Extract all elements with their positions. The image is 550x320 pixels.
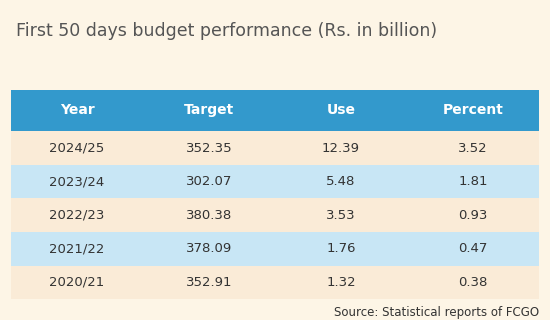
Text: 1.32: 1.32: [326, 276, 356, 289]
Bar: [11, 90, 143, 131]
Text: Percent: Percent: [443, 103, 503, 117]
Bar: [275, 198, 407, 232]
Bar: [275, 90, 407, 131]
Bar: [11, 165, 143, 198]
Bar: [407, 232, 539, 266]
Bar: [11, 266, 143, 299]
Text: Source: Statistical reports of FCGO: Source: Statistical reports of FCGO: [334, 306, 539, 319]
Text: 12.39: 12.39: [322, 141, 360, 155]
Text: 2022/23: 2022/23: [50, 209, 104, 222]
Text: 2023/24: 2023/24: [50, 175, 104, 188]
Text: Year: Year: [59, 103, 95, 117]
Bar: [275, 266, 407, 299]
Bar: [143, 131, 275, 165]
Bar: [11, 232, 143, 266]
Text: Target: Target: [184, 103, 234, 117]
Bar: [407, 131, 539, 165]
Text: 0.93: 0.93: [458, 209, 488, 222]
Text: 302.07: 302.07: [186, 175, 232, 188]
Text: 0.38: 0.38: [458, 276, 488, 289]
Text: 2020/21: 2020/21: [50, 276, 104, 289]
Bar: [407, 266, 539, 299]
Bar: [407, 165, 539, 198]
Bar: [11, 198, 143, 232]
Bar: [275, 232, 407, 266]
Text: 2024/25: 2024/25: [50, 141, 104, 155]
Bar: [407, 90, 539, 131]
Text: 378.09: 378.09: [186, 242, 232, 255]
Text: 3.53: 3.53: [326, 209, 356, 222]
Bar: [275, 165, 407, 198]
Text: 1.76: 1.76: [326, 242, 356, 255]
Bar: [143, 90, 275, 131]
Bar: [143, 198, 275, 232]
Bar: [275, 131, 407, 165]
Text: First 50 days budget performance (Rs. in billion): First 50 days budget performance (Rs. in…: [16, 22, 438, 40]
Text: 1.81: 1.81: [458, 175, 488, 188]
Bar: [143, 165, 275, 198]
Text: 2021/22: 2021/22: [50, 242, 104, 255]
Text: 3.52: 3.52: [458, 141, 488, 155]
Bar: [407, 198, 539, 232]
Text: 380.38: 380.38: [186, 209, 232, 222]
Text: 5.48: 5.48: [326, 175, 356, 188]
Text: 0.47: 0.47: [458, 242, 488, 255]
Bar: [143, 266, 275, 299]
Text: Use: Use: [327, 103, 355, 117]
Text: 352.91: 352.91: [186, 276, 232, 289]
Text: 352.35: 352.35: [186, 141, 232, 155]
Bar: [143, 232, 275, 266]
Bar: [11, 131, 143, 165]
